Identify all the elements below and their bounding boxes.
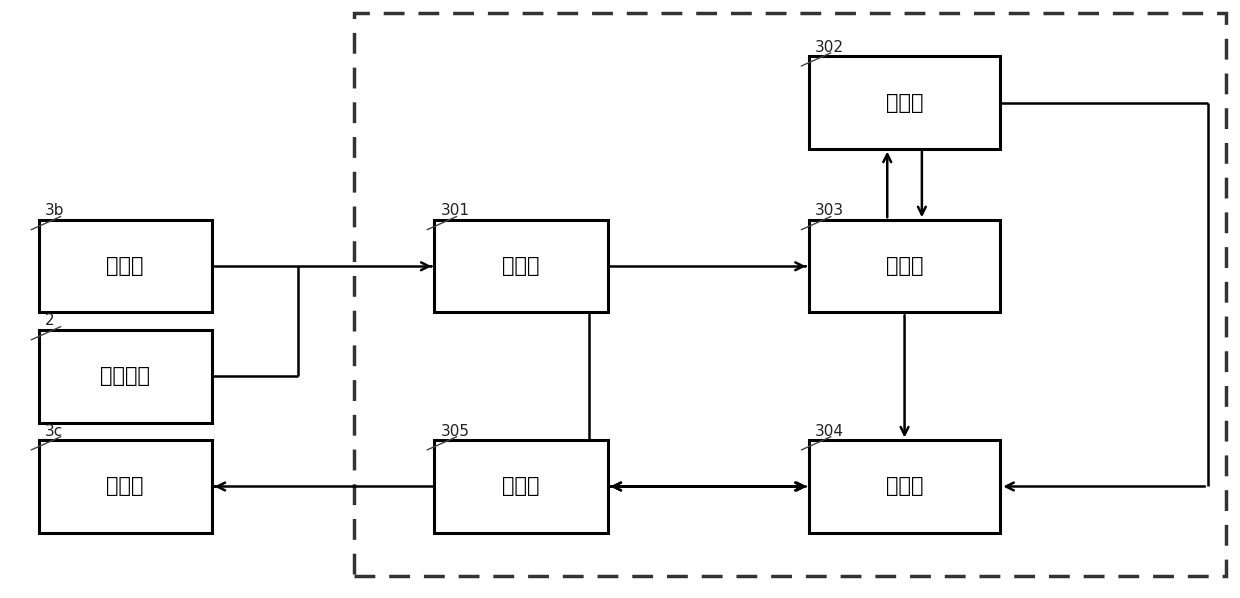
Bar [808,440,1001,533]
Bar [808,220,1001,312]
Text: 302: 302 [815,39,844,54]
Text: 输入部: 输入部 [107,257,144,276]
Text: 3b: 3b [45,203,64,218]
Text: 3c: 3c [45,423,63,438]
Bar [808,56,1001,149]
Text: 305: 305 [440,423,470,438]
Text: 记忆部: 记忆部 [885,93,924,112]
Bar [38,440,212,533]
Text: 输出部: 输出部 [502,477,539,496]
Text: 判定部: 判定部 [885,477,924,496]
Bar [434,440,608,533]
Bar [353,13,1226,576]
Text: 接收部: 接收部 [502,257,539,276]
Text: 算出部: 算出部 [885,257,924,276]
Bar [38,330,212,423]
Text: 303: 303 [815,203,844,218]
Text: 显示部: 显示部 [107,477,144,496]
Text: 301: 301 [440,203,470,218]
Text: 2: 2 [45,313,55,328]
Bar [38,220,212,312]
Text: 304: 304 [815,423,844,438]
Bar [434,220,608,312]
Text: 测定装置: 测定装置 [100,367,150,386]
